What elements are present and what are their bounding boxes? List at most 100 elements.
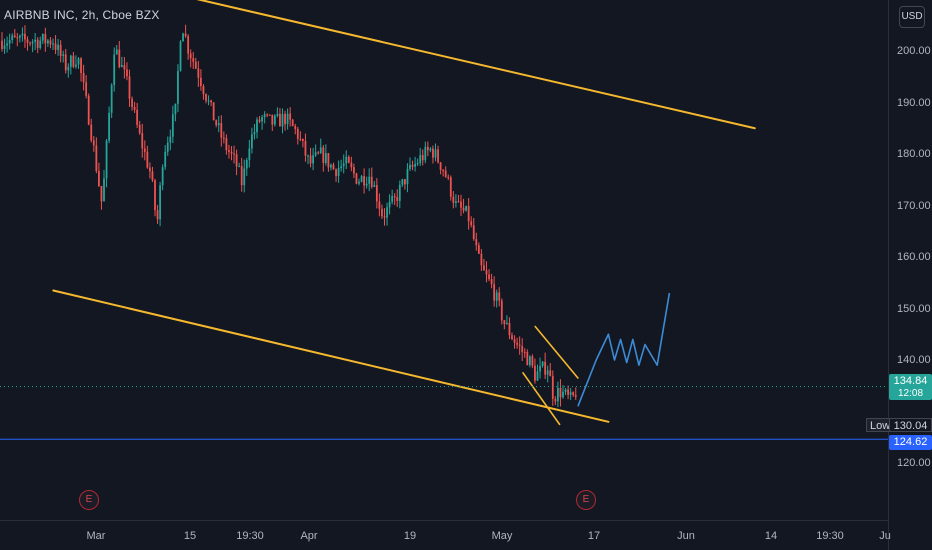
wedge-upper-line xyxy=(534,325,579,379)
candle-body xyxy=(6,43,8,46)
candle-body xyxy=(87,95,90,125)
currency-button[interactable]: USD xyxy=(899,6,925,28)
candle-body xyxy=(62,54,65,56)
time-tick-label: 14 xyxy=(764,530,778,542)
candle-body xyxy=(534,365,536,381)
candle-body xyxy=(164,151,167,168)
candle-body xyxy=(41,33,44,41)
candle-body xyxy=(523,351,526,353)
price-tick-label: 160.00 xyxy=(897,251,931,263)
candle-body xyxy=(151,171,154,181)
candle-body xyxy=(126,69,128,77)
candle-body xyxy=(131,98,133,108)
candle-body xyxy=(205,94,207,101)
candle-body xyxy=(312,155,314,164)
candle-body xyxy=(21,33,24,36)
candle-body xyxy=(194,61,197,69)
candle-body xyxy=(85,82,88,96)
candle-body xyxy=(411,164,414,167)
candle-body xyxy=(230,151,233,154)
candle-body xyxy=(296,128,299,139)
candle-body xyxy=(146,151,149,168)
time-tick-label: Mar xyxy=(86,530,106,542)
candle-body xyxy=(11,35,14,40)
candle-body xyxy=(381,208,383,217)
candle-body xyxy=(289,113,292,120)
candle-body xyxy=(202,86,205,95)
candle-body xyxy=(115,49,118,55)
candle-body xyxy=(401,179,404,185)
candle-body xyxy=(49,40,52,45)
candle-body xyxy=(90,124,93,141)
candle-body xyxy=(439,162,442,170)
candle-body xyxy=(26,39,29,43)
time-tick-label: 19:30 xyxy=(816,530,844,542)
candle-body xyxy=(434,149,437,158)
candle-body xyxy=(330,164,332,168)
candle-body xyxy=(429,148,432,151)
candle-body xyxy=(508,323,511,336)
time-tick-label: 15 xyxy=(183,530,197,542)
candle-body xyxy=(370,176,373,187)
candle-body xyxy=(544,361,547,375)
candle-body xyxy=(171,114,174,137)
candle-body xyxy=(457,201,460,203)
time-tick-label: 19 xyxy=(403,530,417,542)
candle-body xyxy=(345,156,348,164)
candle-body xyxy=(197,68,200,78)
candle-body xyxy=(228,150,230,152)
candle-body xyxy=(406,169,409,185)
candle-body xyxy=(8,39,11,44)
candle-body xyxy=(536,371,539,381)
candle-body xyxy=(455,201,457,203)
candle-body xyxy=(286,113,289,125)
candle-body xyxy=(16,37,19,39)
candle-body xyxy=(449,177,452,197)
candle-body xyxy=(358,181,360,184)
candle-body xyxy=(138,124,141,134)
price-tick-label: 140.00 xyxy=(897,354,931,366)
candle-body xyxy=(220,123,223,138)
candle-body xyxy=(120,65,123,68)
wedge-lower-line xyxy=(522,372,561,426)
earnings-marker[interactable]: E xyxy=(79,490,99,510)
candle-body xyxy=(266,114,269,116)
candle-body xyxy=(34,39,37,42)
candle-body xyxy=(294,125,297,129)
candle-body xyxy=(222,137,225,139)
last-price-value: 134.84 xyxy=(893,374,928,387)
candle-body xyxy=(416,163,419,165)
low-value: 130.04 xyxy=(889,418,932,432)
candle-body xyxy=(245,160,248,169)
candle-body xyxy=(77,58,80,65)
candle-body xyxy=(225,138,228,151)
candle-body xyxy=(161,167,164,186)
symbol-title[interactable]: AIRBNB INC, 2h, Cboe BZX xyxy=(4,8,160,22)
bar-countdown: 12:08 xyxy=(897,387,924,399)
candle-body xyxy=(291,119,294,126)
candle-body xyxy=(98,170,100,186)
horizontal-line-price[interactable]: 124.62 xyxy=(889,435,932,450)
time-tick-label: 17 xyxy=(587,530,601,542)
candle-body xyxy=(539,365,541,372)
candle-body xyxy=(159,185,161,220)
earnings-marker[interactable]: E xyxy=(576,490,596,510)
candle-body xyxy=(52,43,54,45)
candle-body xyxy=(531,356,534,366)
candle-body xyxy=(39,40,42,48)
candle-body xyxy=(437,149,439,163)
price-tick-label: 200.00 xyxy=(897,45,931,57)
candle-body xyxy=(327,153,330,168)
candle-body xyxy=(409,164,411,170)
candle-body xyxy=(375,185,378,202)
candle-body xyxy=(136,109,139,125)
candle-body xyxy=(442,169,445,171)
candle-body xyxy=(554,398,557,402)
candle-body xyxy=(13,35,16,38)
candle-body xyxy=(393,196,396,198)
candle-body xyxy=(465,205,467,211)
candle-body xyxy=(268,114,271,116)
candle-body xyxy=(447,176,450,178)
candle-body xyxy=(215,120,218,126)
